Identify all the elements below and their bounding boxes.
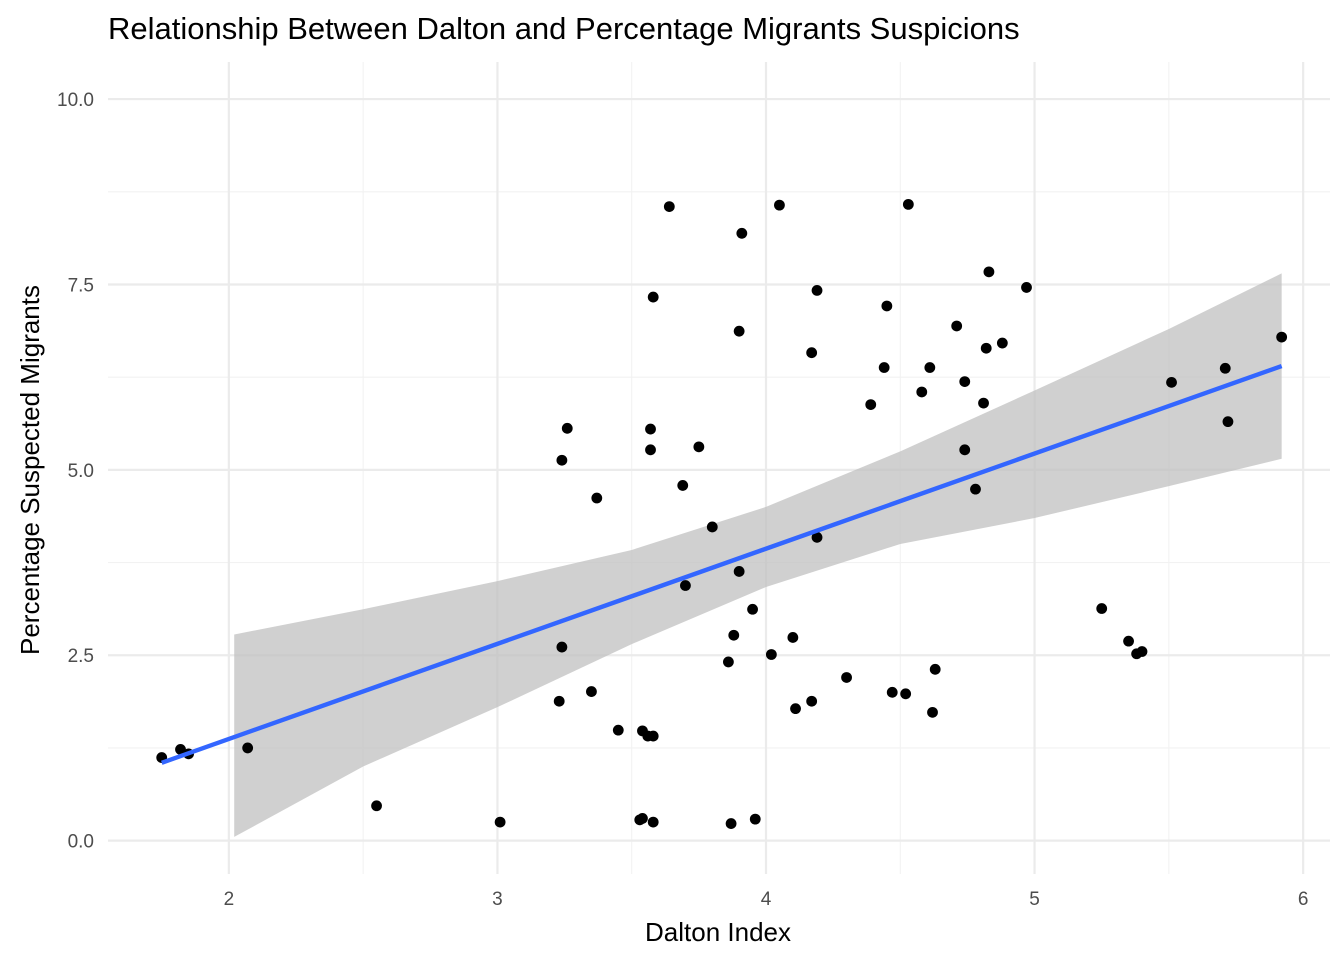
data-point — [647, 291, 659, 303]
y-tick-label: 10.0 — [57, 90, 94, 111]
data-point — [749, 813, 761, 825]
data-point — [647, 730, 659, 742]
data-point — [637, 812, 648, 824]
data-point — [1276, 331, 1288, 343]
data-point — [371, 800, 382, 812]
data-point — [927, 706, 938, 718]
data-point — [747, 603, 758, 615]
grid — [108, 62, 1330, 874]
data-point — [612, 724, 624, 736]
confidence-band-layer — [234, 273, 1282, 837]
y-tick-label: 5.0 — [68, 461, 94, 482]
data-point — [881, 300, 893, 312]
data-point — [556, 641, 568, 653]
data-point — [951, 320, 963, 332]
data-point — [959, 376, 971, 388]
data-point — [242, 742, 254, 754]
data-point — [1123, 635, 1134, 647]
x-tick-label: 6 — [1298, 889, 1309, 910]
data-point — [706, 521, 718, 533]
data-point — [723, 656, 734, 668]
x-tick-label: 2 — [224, 889, 235, 910]
x-tick-labels: 2 3 4 5 6 — [224, 889, 1309, 910]
data-point — [645, 444, 656, 456]
data-point — [900, 688, 912, 700]
data-point — [556, 454, 568, 466]
data-point — [553, 695, 565, 707]
data-point — [916, 386, 928, 398]
data-point — [774, 199, 785, 211]
data-point — [978, 397, 989, 409]
data-point — [765, 649, 777, 660]
data-point — [1166, 376, 1177, 388]
x-axis-label: Dalton Index — [645, 917, 791, 947]
x-tick-label: 3 — [492, 889, 503, 910]
y-tick-labels: 0.0 2.5 5.0 7.5 10.0 — [57, 90, 94, 853]
data-point — [878, 362, 890, 373]
confidence-band — [234, 273, 1282, 837]
data-point — [806, 347, 818, 359]
data-point — [806, 695, 818, 707]
data-point — [811, 284, 823, 296]
fit-line-layer — [160, 363, 1283, 765]
data-point — [902, 198, 914, 210]
data-point — [811, 531, 823, 543]
y-tick-label: 2.5 — [68, 646, 94, 667]
x-tick-label: 4 — [761, 889, 772, 910]
data-point — [728, 629, 740, 641]
data-point — [959, 444, 971, 456]
data-point — [790, 703, 801, 715]
data-point — [645, 423, 656, 435]
data-point — [733, 566, 745, 577]
data-point — [1219, 362, 1231, 374]
data-point — [980, 342, 992, 354]
data-point — [680, 580, 691, 591]
y-tick-label: 7.5 — [68, 275, 94, 296]
data-point — [725, 818, 737, 829]
x-tick-label: 5 — [1029, 889, 1040, 910]
data-point — [970, 483, 981, 495]
data-point — [561, 422, 573, 434]
data-point — [586, 686, 597, 697]
data-point — [886, 686, 898, 698]
data-point — [733, 325, 745, 337]
chart-title: Relationship Between Dalton and Percenta… — [108, 11, 1020, 46]
y-tick-label: 0.0 — [68, 832, 94, 853]
data-point — [865, 399, 877, 410]
fit-line — [160, 363, 1283, 765]
data-point — [929, 663, 941, 675]
data-point — [983, 266, 995, 278]
data-point — [1136, 646, 1148, 657]
data-point — [996, 337, 1008, 349]
data-point — [647, 816, 659, 828]
data-point — [924, 362, 936, 373]
data-point — [175, 744, 186, 755]
data-point — [591, 492, 603, 504]
data-point — [736, 227, 748, 239]
y-axis-label: Percentage Suspected Migrants — [15, 285, 45, 655]
data-point — [693, 441, 705, 453]
points-layer — [156, 198, 1288, 829]
data-point — [494, 816, 506, 828]
data-point — [663, 201, 675, 213]
data-point — [787, 632, 799, 643]
data-point — [677, 480, 689, 491]
data-point — [1222, 416, 1234, 428]
data-point — [841, 672, 852, 683]
data-point — [1021, 282, 1032, 293]
data-point — [1096, 603, 1108, 614]
